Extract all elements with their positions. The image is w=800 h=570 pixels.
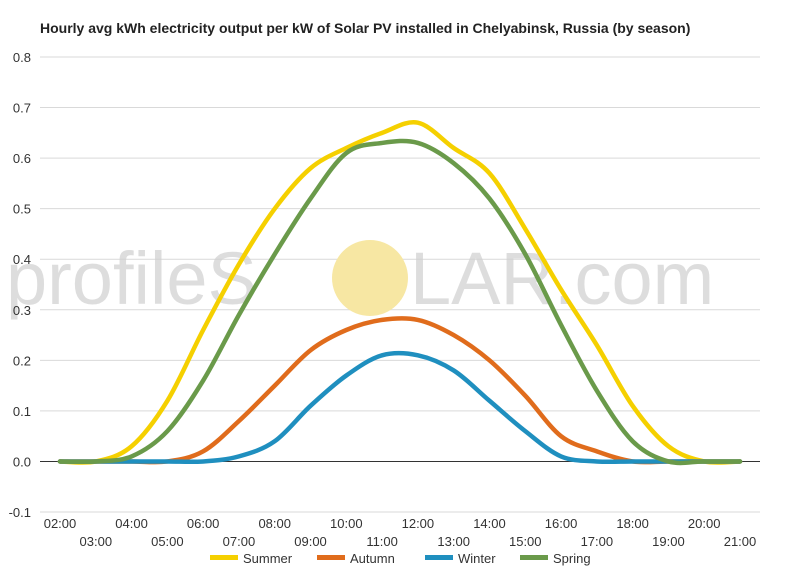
y-tick-label: -0.1 <box>9 505 31 520</box>
legend-label-autumn: Autumn <box>350 551 395 566</box>
x-tick-label: 21:00 <box>724 534 757 549</box>
legend-swatch-summer <box>210 555 238 560</box>
legend-label-spring: Spring <box>553 551 591 566</box>
x-tick-label: 15:00 <box>509 534 542 549</box>
y-tick-label: 0.0 <box>13 454 31 469</box>
x-tick-label: 13:00 <box>437 534 470 549</box>
x-tick-label: 11:00 <box>366 534 398 549</box>
series-line-spring <box>57 138 743 466</box>
x-tick-label: 12:00 <box>402 516 435 531</box>
y-tick-label: 0.5 <box>13 202 31 217</box>
x-tick-label: 05:00 <box>151 534 184 549</box>
y-axis-ticks: 0.8 0.7 0.6 0.5 0.4 0.3 0.2 0.1 0.0 -0.1 <box>9 50 31 520</box>
legend-label-summer: Summer <box>243 551 293 566</box>
x-tick-label: 04:00 <box>115 516 148 531</box>
legend-swatch-autumn <box>317 555 345 560</box>
x-tick-label: 02:00 <box>44 516 77 531</box>
y-tick-label: 0.2 <box>13 353 31 368</box>
series-line-winter <box>57 350 743 465</box>
x-tick-label: 14:00 <box>473 516 506 531</box>
y-tick-label: 0.1 <box>13 404 31 419</box>
series-line-autumn <box>57 316 743 465</box>
y-tick-label: 0.6 <box>13 151 31 166</box>
legend: Summer Autumn Winter Spring <box>210 551 591 566</box>
x-tick-label: 08:00 <box>258 516 291 531</box>
y-tick-label: 0.3 <box>13 303 31 318</box>
series-line-summer <box>57 120 743 465</box>
x-tick-label: 19:00 <box>652 534 685 549</box>
x-axis-ticks: 02:0003:0004:0005:0006:0007:0008:0009:00… <box>44 516 757 549</box>
series-layer <box>57 120 743 466</box>
y-tick-label: 0.8 <box>13 50 31 65</box>
y-tick-label: 0.4 <box>13 252 31 267</box>
x-tick-label: 03:00 <box>80 534 113 549</box>
x-tick-label: 16:00 <box>545 516 578 531</box>
legend-swatch-winter <box>425 555 453 560</box>
x-tick-label: 07:00 <box>223 534 256 549</box>
watermark-text-start: profileS <box>6 237 257 320</box>
x-tick-label: 18:00 <box>616 516 649 531</box>
watermark: profileS LAR.com <box>6 237 714 320</box>
x-tick-label: 09:00 <box>294 534 327 549</box>
watermark-sun-icon <box>332 240 408 316</box>
y-tick-label: 0.7 <box>13 101 31 116</box>
x-tick-label: 10:00 <box>330 516 363 531</box>
legend-label-winter: Winter <box>458 551 496 566</box>
x-tick-label: 17:00 <box>581 534 614 549</box>
chart-title: Hourly avg kWh electricity output per kW… <box>40 20 690 36</box>
x-tick-label: 06:00 <box>187 516 220 531</box>
x-tick-label: 20:00 <box>688 516 721 531</box>
legend-swatch-spring <box>520 555 548 560</box>
watermark-text-end: LAR.com <box>410 237 714 320</box>
